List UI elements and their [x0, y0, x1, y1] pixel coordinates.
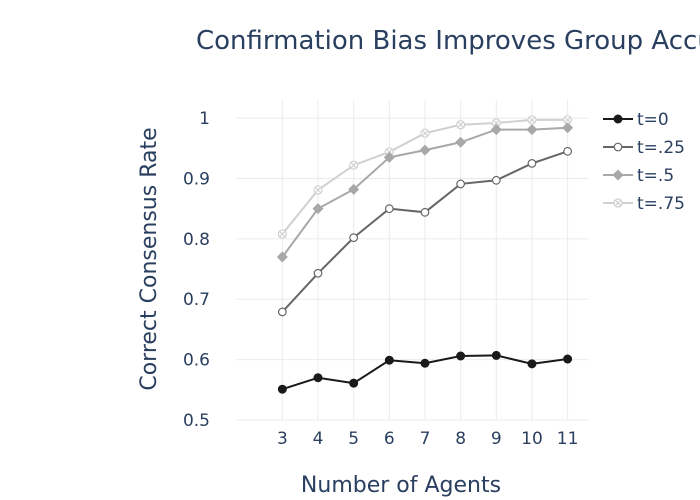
data-point	[420, 358, 430, 368]
y-tick-label: 0.9	[183, 169, 210, 189]
data-point	[313, 268, 323, 278]
data-point	[277, 384, 287, 394]
data-point	[563, 115, 573, 125]
y-axis-ticks: 0.5 0.6 0.7 0.8 0.9 1	[183, 109, 210, 431]
data-point	[384, 355, 394, 365]
grid	[236, 100, 589, 421]
legend-marker	[613, 114, 623, 124]
x-tick-label: 8	[455, 429, 466, 449]
data-point	[491, 350, 501, 360]
data-point	[455, 136, 467, 148]
legend-item[interactable]: t=.5	[603, 166, 674, 186]
chart-title: Confirmation Bias Improves Group Accurac…	[196, 26, 700, 56]
y-tick-label: 0.5	[183, 411, 210, 431]
x-axis-title: Number of Agents	[301, 473, 501, 498]
data-point	[419, 144, 431, 156]
data-point	[456, 179, 466, 189]
legend-marker	[612, 169, 624, 181]
legend-marker	[613, 142, 623, 152]
data-point	[490, 124, 502, 136]
data-point	[349, 160, 359, 170]
data-point	[491, 175, 501, 185]
data-point	[313, 373, 323, 383]
series-t=.25	[277, 146, 573, 317]
legend-label: t=0	[637, 110, 669, 130]
data-point	[420, 207, 430, 217]
data-point	[456, 120, 466, 130]
y-tick-label: 0.6	[183, 351, 210, 371]
legend-marker	[613, 198, 623, 208]
legend[interactable]: t=0 t=.25 t=.5 t=.75	[603, 110, 685, 214]
y-tick-label: 1	[199, 109, 210, 129]
data-point	[527, 158, 537, 168]
data-point	[277, 307, 287, 317]
data-point	[563, 146, 573, 156]
data-point	[348, 183, 360, 195]
data-point	[527, 359, 537, 369]
data-point	[276, 251, 288, 263]
data-point	[349, 378, 359, 388]
legend-item[interactable]: t=.25	[603, 138, 685, 158]
y-tick-label: 0.8	[183, 230, 210, 250]
y-axis-title: Correct Consensus Rate	[137, 127, 162, 390]
series-layer	[276, 115, 574, 394]
data-point	[349, 233, 359, 243]
x-tick-label: 4	[313, 429, 324, 449]
data-point	[563, 354, 573, 364]
legend-label: t=.75	[637, 194, 685, 214]
x-tick-label: 9	[491, 429, 502, 449]
data-point	[277, 229, 287, 239]
series-t=.75	[277, 115, 573, 239]
data-point	[384, 204, 394, 214]
data-point	[491, 118, 501, 128]
legend-label: t=.5	[637, 166, 674, 186]
legend-label: t=.25	[637, 138, 685, 158]
data-point	[456, 351, 466, 361]
x-axis-ticks: 3 4 5 6 7 8 9 10 11	[277, 429, 578, 449]
x-tick-label: 10	[521, 429, 543, 449]
x-tick-label: 7	[420, 429, 431, 449]
y-tick-label: 0.7	[183, 290, 210, 310]
x-tick-label: 11	[557, 429, 579, 449]
data-point	[383, 151, 395, 163]
x-tick-label: 6	[384, 429, 395, 449]
legend-item[interactable]: t=.75	[603, 194, 685, 214]
series-t=.5	[276, 122, 574, 263]
x-tick-label: 3	[277, 429, 288, 449]
x-tick-label: 5	[348, 429, 359, 449]
data-point	[562, 122, 574, 134]
data-point	[527, 115, 537, 125]
data-point	[313, 185, 323, 195]
data-point	[312, 203, 324, 215]
data-point	[526, 124, 538, 136]
series-t=0	[277, 350, 573, 394]
data-point	[420, 128, 430, 138]
legend-item[interactable]: t=0	[603, 110, 669, 130]
